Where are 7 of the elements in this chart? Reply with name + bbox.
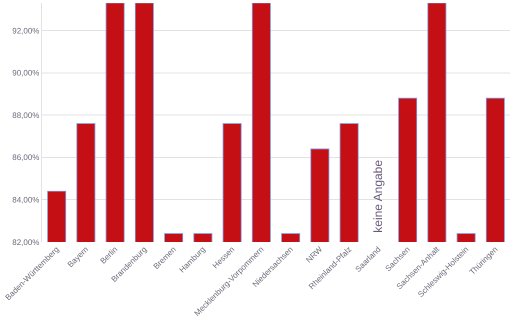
- y-tick-label: 86,00%: [12, 153, 40, 162]
- y-tick-label: 84,00%: [12, 196, 40, 204]
- annotation: keine Angabe: [371, 160, 386, 233]
- y-tick-label: 82,00%: [12, 238, 40, 247]
- y-tick-label: 92,00%: [12, 26, 40, 36]
- y-tick-label: 88,00%: [12, 110, 40, 120]
- y-tick-label: 90,00%: [12, 68, 40, 78]
